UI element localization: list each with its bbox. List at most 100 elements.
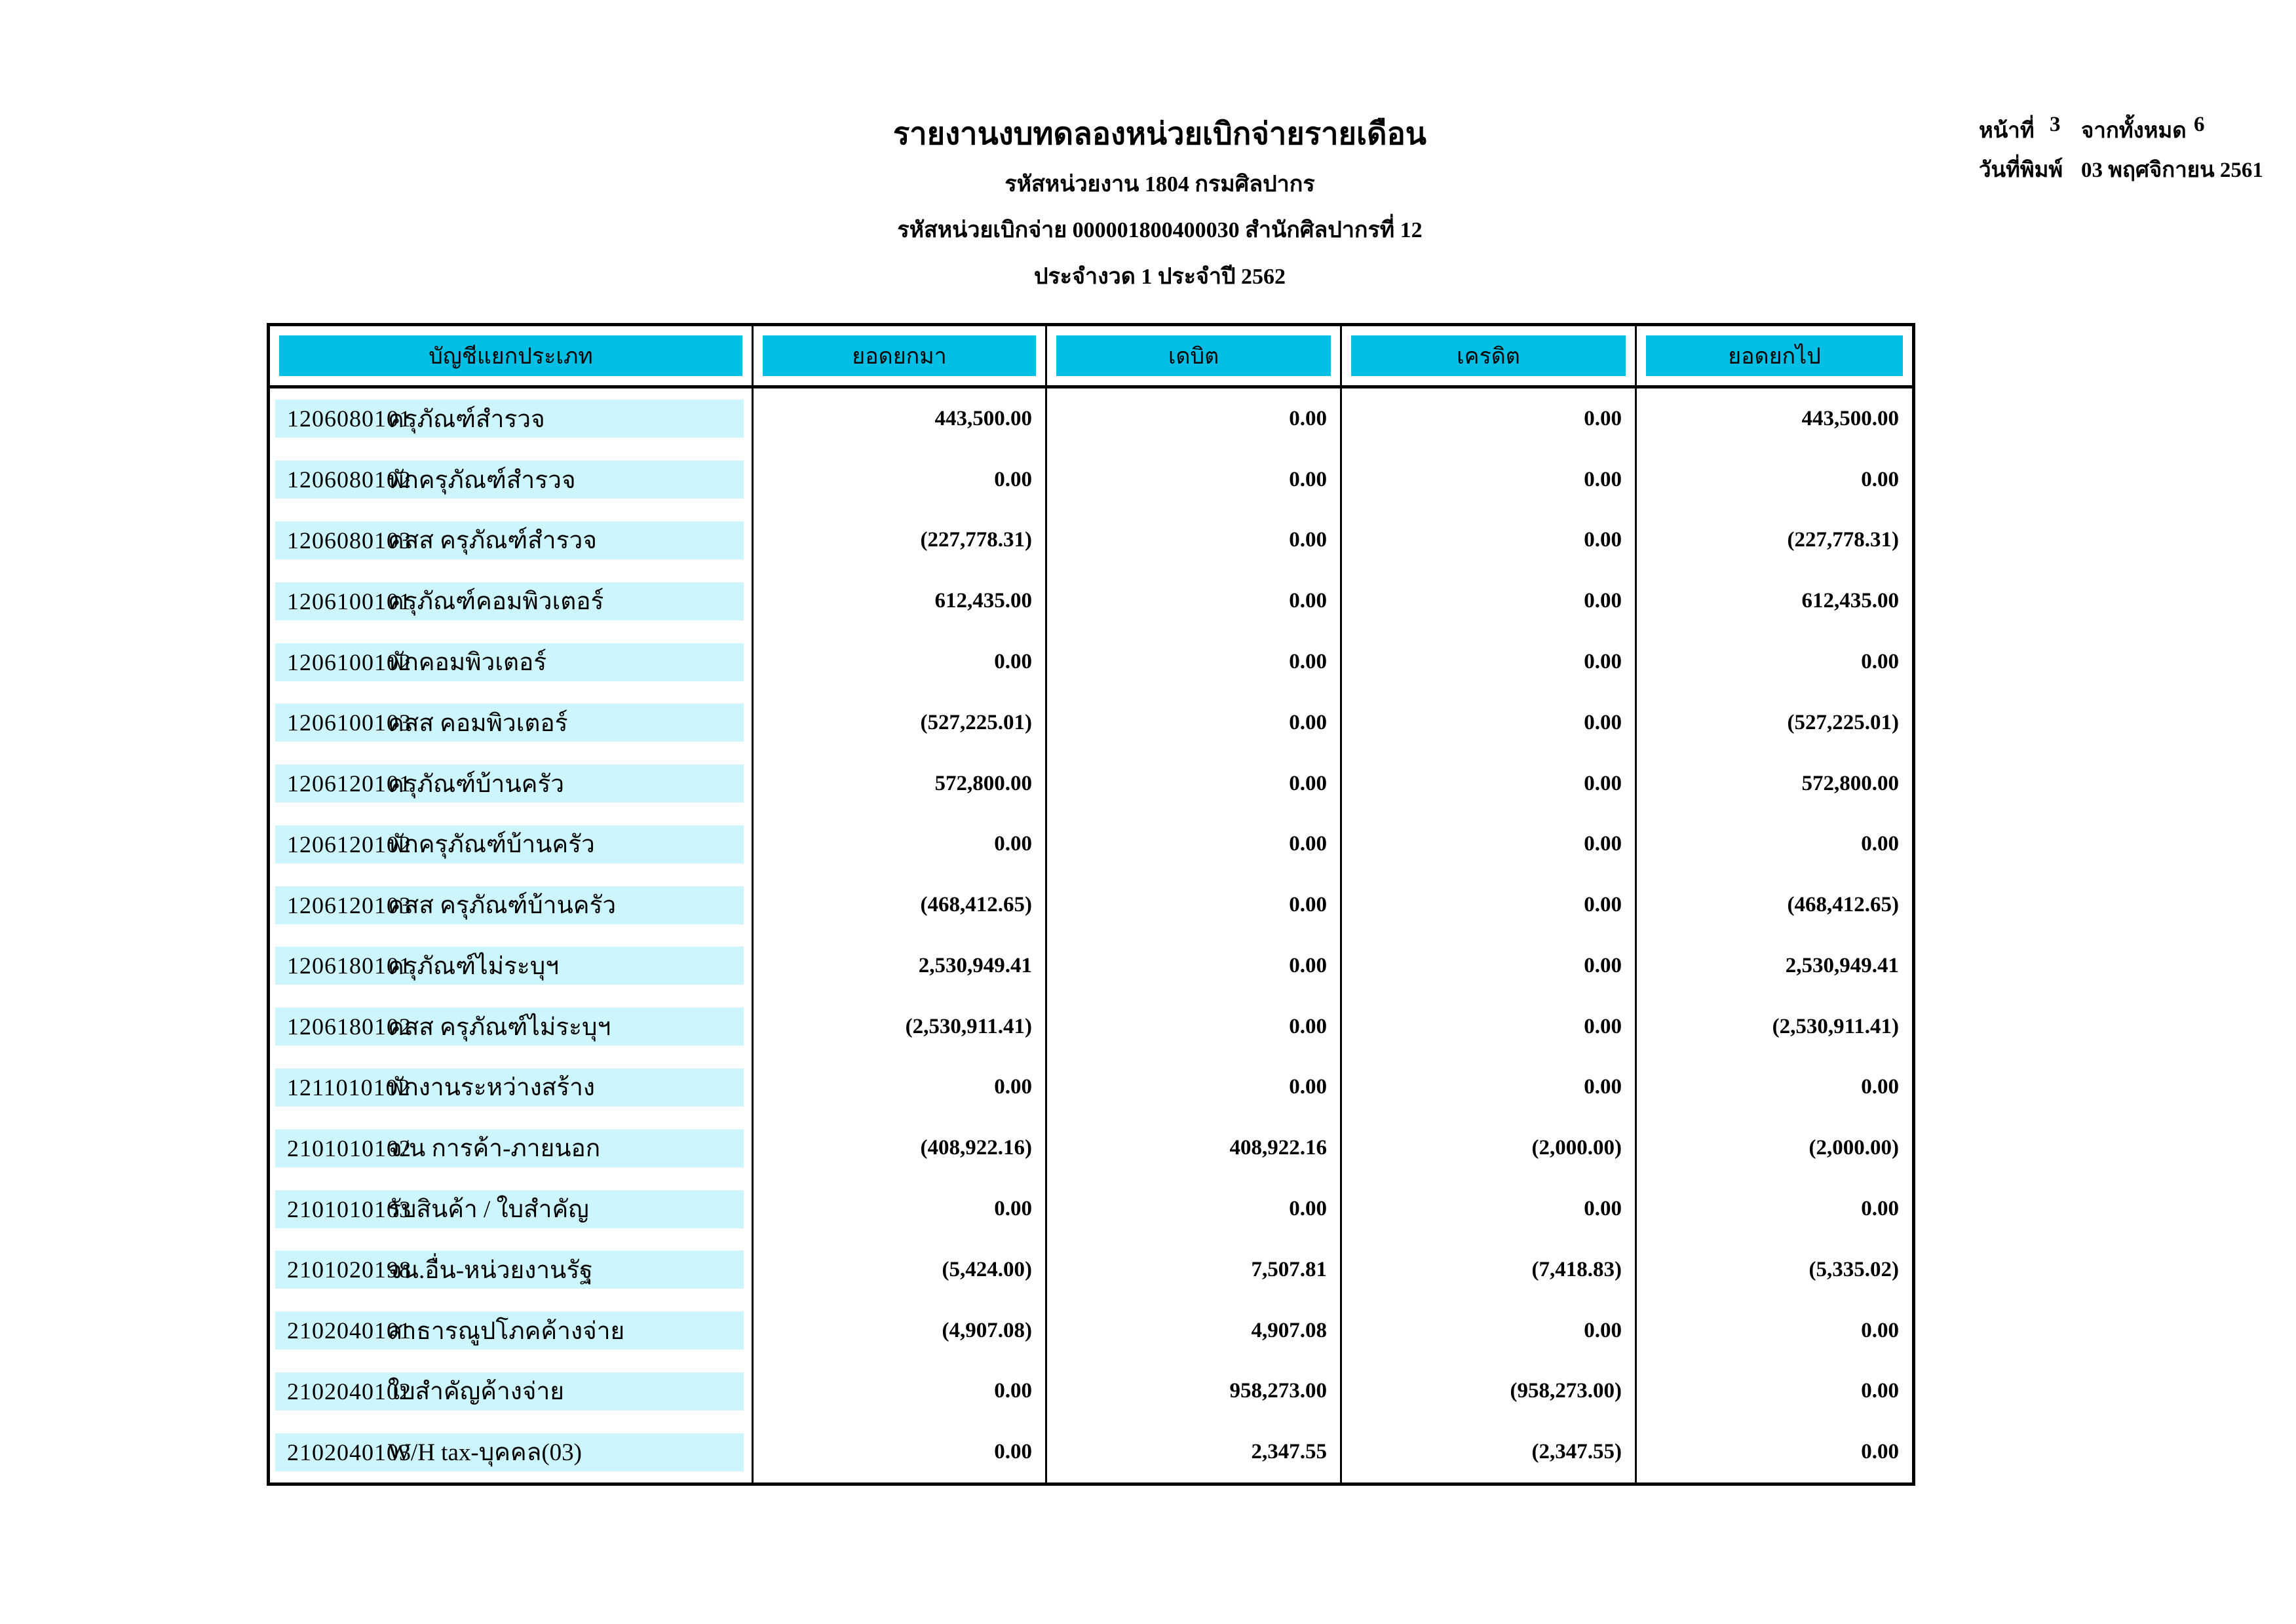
account-name: คสส คอมพิวเตอร์ [388, 709, 568, 737]
amount-value: 0.00 [1289, 771, 1327, 795]
header-cell-closing-balance: ยอดยกไป [1637, 326, 1912, 385]
print-date-value: 03 พฤศจิกายน 2561 [2081, 159, 2263, 182]
closing-balance-cell: 0.00 [1637, 632, 1912, 692]
account-code: 2101020198 [287, 1256, 411, 1283]
amount-value: 0.00 [994, 1379, 1032, 1403]
account-row-band: 2101010103 รับสินค้า / ใบสำคัญ [275, 1190, 744, 1228]
credit-cell: 0.00 [1342, 1179, 1637, 1239]
amount-value: 0.00 [1584, 953, 1622, 977]
amount-value: 0.00 [1584, 467, 1622, 491]
account-cell: 2101020198 จน.อื่น-หน่วยงานรัฐ [270, 1239, 754, 1300]
table-row: 1206120101 ครุภัณฑ์บ้านครัว 572,800.00 0.00… [270, 753, 1912, 814]
account-code: 2102040101 [287, 1317, 411, 1344]
closing-balance-cell: 612,435.00 [1637, 571, 1912, 632]
account-row-band: 1206100102 พักคอมพิวเตอร์ [275, 643, 744, 681]
closing-balance-cell: 0.00 [1637, 1057, 1912, 1118]
closing-balance-cell: 2,530,949.41 [1637, 935, 1912, 996]
debit-cell: 0.00 [1047, 996, 1342, 1057]
closing-balance-cell: (2,530,911.41) [1637, 996, 1912, 1057]
table-row: 1206180102 คสส ครุภัณฑ์ไม่ระบุฯ (2,530,911… [270, 996, 1912, 1057]
account-row-band: 1206180101 ครุภัณฑ์ไม่ระบุฯ [275, 947, 744, 985]
account-code: 1206100101 [287, 588, 411, 614]
account-name: จ/น การค้า-ภายนอก [388, 1135, 601, 1163]
amount-value: (958,273.00) [1510, 1379, 1622, 1403]
amount-value: 0.00 [1289, 650, 1327, 674]
closing-balance-cell: (468,412.65) [1637, 875, 1912, 935]
account-code: 2101010103 [287, 1196, 411, 1222]
table-row: 1206120103 คสส ครุภัณฑ์บ้านครัว (468,412.6… [270, 875, 1912, 936]
opening-balance-cell: (2,530,911.41) [754, 996, 1047, 1057]
account-code: 1206080102 [287, 466, 411, 493]
amount-value: (527,225.01) [920, 710, 1032, 734]
header-cell-opening-balance: ยอดยกมา [754, 326, 1047, 385]
table-row: 2102040102 ใบสำคัญค้างจ่าย 0.00 958,273.00 (… [270, 1361, 1912, 1422]
debit-cell: 0.00 [1047, 632, 1342, 692]
account-cell: 1206100101 ครุภัณฑ์คอมพิวเตอร์ [270, 571, 754, 632]
amount-value: 0.00 [1289, 953, 1327, 977]
opening-balance-cell: 443,500.00 [754, 388, 1047, 449]
amount-value: 572,800.00 [934, 771, 1033, 795]
amount-value: 0.00 [1289, 710, 1327, 734]
amount-value: (5,335.02) [1808, 1257, 1899, 1281]
table-row: 1206100101 ครุภัณฑ์คอมพิวเตอร์ 612,435.00 0… [270, 571, 1912, 632]
account-row-band: 1206120102 พักครุภัณฑ์บ้านครัว [275, 825, 744, 863]
debit-cell: 0.00 [1047, 571, 1342, 632]
amount-value: 0.00 [1289, 467, 1327, 491]
account-name: ครุภัณฑ์สำรวจ [388, 406, 545, 433]
account-code: 1206080103 [287, 527, 411, 554]
credit-cell: (2,347.55) [1342, 1422, 1637, 1483]
amount-value: (468,412.65) [920, 893, 1032, 917]
amount-value: (227,778.31) [1787, 528, 1899, 552]
account-row-band: 1206100101 ครุภัณฑ์คอมพิวเตอร์ [275, 582, 744, 620]
account-row-band: 1206100103 คสส คอมพิวเตอร์ [275, 704, 744, 742]
amount-value: 443,500.00 [934, 406, 1033, 430]
account-code: 1206100102 [287, 649, 411, 675]
account-code: 1206100103 [287, 709, 411, 736]
amount-value: 0.00 [1584, 406, 1622, 430]
account-cell: 1206080101 ครุภัณฑ์สำรวจ [270, 388, 754, 449]
table-row: 1206080101 ครุภัณฑ์สำรวจ 443,500.00 0.00 0.0… [270, 388, 1912, 449]
account-cell: 1206080103 คสส ครุภัณฑ์สำรวจ [270, 510, 754, 571]
closing-balance-cell: (227,778.31) [1637, 510, 1912, 571]
account-cell: 1206100103 คสส คอมพิวเตอร์ [270, 692, 754, 753]
account-name: พักครุภัณฑ์สำรวจ [388, 466, 576, 494]
opening-balance-cell: (4,907.08) [754, 1300, 1047, 1361]
amount-value: 0.00 [1861, 1440, 1899, 1464]
opening-balance-cell: (408,922.16) [754, 1118, 1047, 1179]
opening-balance-cell: 2,530,949.41 [754, 935, 1047, 996]
amount-value: 0.00 [1289, 832, 1327, 856]
opening-balance-cell: (527,225.01) [754, 692, 1047, 753]
total-pages-label: จากทั้งหมด [2081, 119, 2187, 143]
account-cell: 1206180102 คสส ครุภัณฑ์ไม่ระบุฯ [270, 996, 754, 1057]
amount-value: (527,225.01) [1787, 710, 1899, 734]
account-cell: 2102040102 ใบสำคัญค้างจ่าย [270, 1361, 754, 1422]
closing-balance-cell: 443,500.00 [1637, 388, 1912, 449]
amount-value: 0.00 [1289, 1197, 1327, 1221]
table-row: 1206180101 ครุภัณฑ์ไม่ระบุฯ 2,530,949.41 0.… [270, 935, 1912, 996]
header-cell-credit: เครดิต [1342, 326, 1637, 385]
amount-value: 0.00 [1861, 1197, 1899, 1221]
debit-cell: 0.00 [1047, 388, 1342, 449]
credit-cell: 0.00 [1342, 875, 1637, 936]
agency-code-line: รหัสหน่วยงาน 1804 กรมศิลปากร [1004, 172, 1315, 197]
credit-cell: 0.00 [1342, 935, 1637, 996]
amount-value: 0.00 [994, 650, 1032, 674]
total-pages-value: 6 [2194, 113, 2205, 136]
account-name: ใบสำคัญค้างจ่าย [388, 1378, 564, 1406]
account-code: 2102040102 [287, 1378, 411, 1405]
amount-value: (2,000.00) [1531, 1136, 1622, 1160]
account-name: รับสินค้า / ใบสำคัญ [388, 1196, 589, 1224]
closing-balance-cell: (5,335.02) [1637, 1239, 1912, 1300]
account-code: 2102040103 [287, 1439, 411, 1465]
amount-value: 0.00 [1584, 771, 1622, 795]
amount-value: 0.00 [1861, 1318, 1899, 1342]
opening-balance-cell: 0.00 [754, 1057, 1047, 1118]
amount-value: 0.00 [1584, 1318, 1622, 1342]
table-row: 2102040101 สาธารณูปโภคค้างจ่าย (4,907.08) 4… [270, 1300, 1912, 1361]
credit-cell: 0.00 [1342, 814, 1637, 875]
credit-cell: (958,273.00) [1342, 1361, 1637, 1422]
table-row: 1206100103 คสส คอมพิวเตอร์ (527,225.01) 0.0… [270, 692, 1912, 753]
opening-balance-cell: 0.00 [754, 632, 1047, 692]
opening-balance-cell: 612,435.00 [754, 571, 1047, 632]
